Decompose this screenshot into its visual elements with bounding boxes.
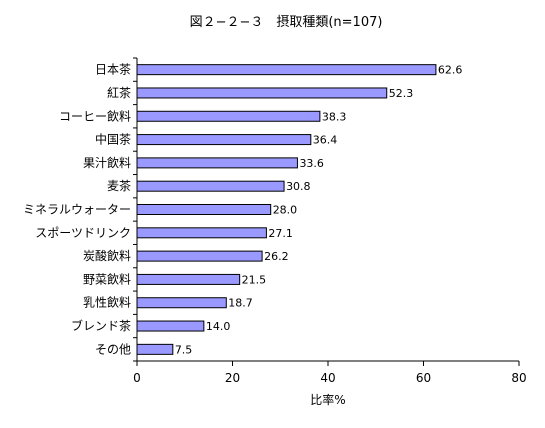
value-label: 21.5 xyxy=(242,273,267,286)
bar xyxy=(136,64,437,76)
value-label: 52.3 xyxy=(389,87,414,100)
x-tick-label: 20 xyxy=(225,371,240,385)
value-label: 7.5 xyxy=(175,343,193,356)
category-label: 乳性飲料 xyxy=(83,295,131,310)
bar xyxy=(136,110,321,122)
category-label: 紅茶 xyxy=(107,85,131,100)
x-ticks-group: 0 20 40 60 80 xyxy=(133,57,527,385)
bar xyxy=(136,134,312,146)
value-label: 30.8 xyxy=(286,180,311,193)
bar xyxy=(136,204,272,215)
value-label: 28.0 xyxy=(273,204,298,217)
bar xyxy=(136,157,298,169)
bar xyxy=(136,227,267,239)
bar xyxy=(136,273,241,285)
value-label: 26.2 xyxy=(264,250,289,263)
value-label: 18.7 xyxy=(228,297,253,310)
x-tick-label: 40 xyxy=(320,371,335,385)
x-tick-label: 0 xyxy=(133,371,141,385)
category-label: 果汁飲料 xyxy=(83,155,131,170)
category-label: 麦茶 xyxy=(107,178,131,193)
category-label: 日本茶 xyxy=(95,62,131,77)
value-label: 27.1 xyxy=(268,227,293,240)
category-label: ブレンド茶 xyxy=(71,318,131,333)
bars-group xyxy=(136,64,437,355)
value-label: 14.0 xyxy=(206,320,231,333)
chart-title: 図２−２−３ 摂取種類(n=107) xyxy=(190,14,383,30)
x-axis-title: 比率% xyxy=(310,392,345,407)
value-label: 62.6 xyxy=(438,64,463,77)
value-labels-group: 62.6 52.3 38.3 36.4 33.6 30.8 28.0 27.1 26.2 21.5… xyxy=(175,64,463,357)
category-label: 野菜飲料 xyxy=(83,271,131,286)
value-label: 33.6 xyxy=(299,157,324,170)
value-label: 38.3 xyxy=(322,110,347,123)
value-label: 36.4 xyxy=(313,134,338,147)
bar xyxy=(136,87,388,99)
x-tick-label: 80 xyxy=(511,371,526,385)
category-label: スポーツドリンク xyxy=(35,226,131,240)
category-label: 中国茶 xyxy=(95,132,131,147)
category-label: ミネラルウォーター xyxy=(23,203,131,217)
bar xyxy=(136,250,263,262)
bar xyxy=(136,343,174,355)
x-tick-label: 60 xyxy=(416,371,431,385)
bar xyxy=(136,297,227,309)
category-labels-group: 日本茶紅茶コーヒー飲料中国茶果汁飲料麦茶ミネラルウォータースポーツドリンク炭酸飲… xyxy=(23,62,131,357)
bar xyxy=(136,320,205,332)
category-label: その他 xyxy=(95,342,131,356)
category-label: コーヒー飲料 xyxy=(59,108,131,123)
bar xyxy=(136,180,285,192)
category-label: 炭酸飲料 xyxy=(83,248,131,263)
